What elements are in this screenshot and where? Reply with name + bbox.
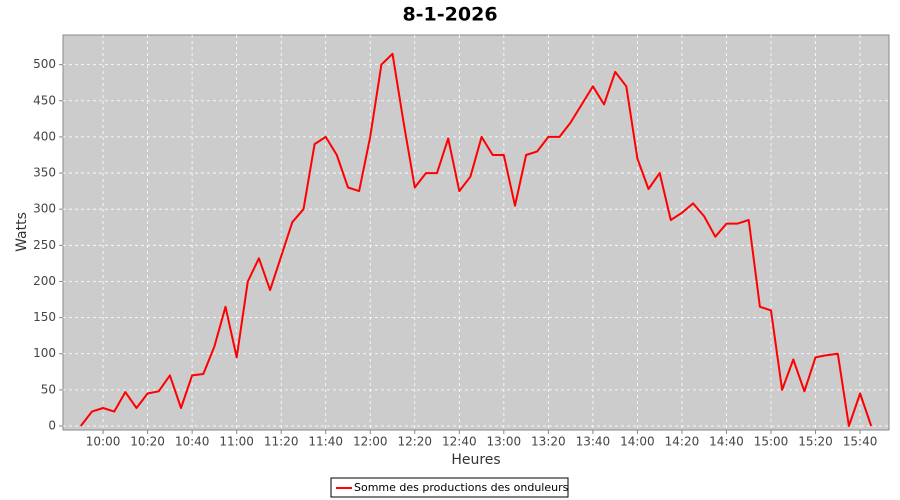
x-axis-label: Heures	[451, 452, 500, 468]
x-tick-label: 14:40	[709, 435, 744, 449]
x-tick-label: 11:00	[219, 435, 254, 449]
x-tick-label: 15:40	[843, 435, 878, 449]
y-axis-label: Watts	[14, 212, 30, 252]
x-tick-label: 15:00	[754, 435, 789, 449]
y-tick-label: 150	[33, 310, 56, 324]
x-tick-label: 10:40	[175, 435, 210, 449]
x-tick-label: 11:20	[264, 435, 299, 449]
y-tick-label: 300	[33, 202, 56, 216]
y-tick-label: 450	[33, 93, 56, 107]
chart-title: 8-1-2026	[402, 4, 497, 26]
x-tick-label: 13:40	[576, 435, 611, 449]
x-tick-label: 14:20	[665, 435, 700, 449]
x-tick-label: 13:20	[531, 435, 566, 449]
y-tick-label: 0	[48, 419, 56, 433]
x-tick-label: 10:20	[130, 435, 165, 449]
legend-label: Somme des productions des onduleurs	[354, 481, 569, 494]
y-tick-label: 250	[33, 238, 56, 252]
y-tick-label: 400	[33, 129, 56, 143]
x-tick-label: 11:40	[308, 435, 343, 449]
y-tick-label: 50	[41, 382, 56, 396]
y-tick-label: 200	[33, 274, 56, 288]
plot-area	[62, 34, 890, 431]
y-tick-label: 500	[33, 57, 56, 71]
legend	[330, 477, 569, 498]
x-tick-label: 10:00	[86, 435, 121, 449]
line-series	[80, 52, 873, 427]
x-tick-label: 12:00	[353, 435, 388, 449]
x-tick-label: 14:00	[620, 435, 655, 449]
x-tick-label: 12:20	[397, 435, 432, 449]
y-tick-label: 350	[33, 166, 56, 180]
x-tick-label: 12:40	[442, 435, 477, 449]
x-tick-label: 13:00	[487, 435, 522, 449]
y-tick-label: 100	[33, 346, 56, 360]
x-tick-label: 15:20	[798, 435, 833, 449]
